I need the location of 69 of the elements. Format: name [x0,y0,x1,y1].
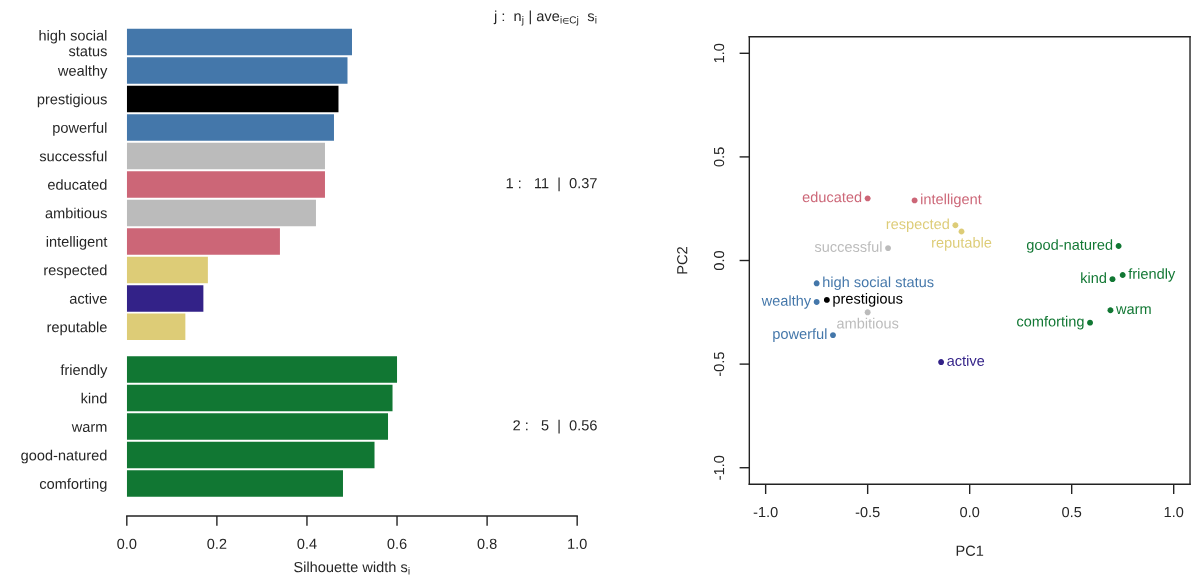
series-label: warm [1115,306,1151,315]
x-tick-label: 0.2 [207,538,227,549]
y-tick-label: educated [47,179,107,190]
x-tick-label: -1.0 [753,506,778,518]
y-tick-label: powerful [53,122,107,136]
y-tick-label: warm [71,424,107,432]
series-label: comforting [1017,315,1084,330]
point [885,245,892,252]
y-tick-label: -0.5 [713,352,725,377]
x-tick-label: 0.8 [477,538,497,549]
series-label: good-natured [1026,239,1113,253]
series-label: powerful [773,328,827,342]
y-tick-label: prestigious [37,93,107,108]
y-tick-label: good-natured [21,449,107,464]
y-tick-label: active [69,293,107,304]
point [864,309,871,316]
point [911,197,918,204]
point [830,332,836,339]
annotation: 1 : 11 | 0.37 [506,177,597,192]
y-tick-label: reputable [47,321,107,336]
y-tick-label: wealthy [57,65,108,79]
y-tick-label: kind [81,392,107,404]
point [1115,243,1122,249]
series-label: intelligent [921,193,982,208]
series-label: wealthy [761,295,812,309]
series-label: high social status [823,276,934,291]
y-tick-label: friendly [60,364,108,378]
x-tick-label: 0.6 [387,538,407,549]
x-tick-label: 1.0 [568,538,587,549]
y-tick-label: ambitious [45,207,107,219]
point [1109,276,1116,283]
x-tick-label: 0.0 [117,538,137,549]
series-label: kind [1081,272,1106,284]
y-tick-label: successful [39,150,107,162]
annotation: j : n$_{j}$ | ave$_{i∈Cj}$ s$_{i}$ [493,10,597,26]
x-tick-label: 0.5 [1062,506,1082,518]
y-tick-label: 0.0 [713,250,725,271]
series-label: respected [886,218,949,233]
x-tick-label: 0.4 [297,538,317,549]
series-label: ambitious [837,317,899,329]
point [813,299,820,305]
x-tick-label: 0.0 [960,506,980,518]
y-tick-label: respected [44,264,107,279]
point [813,280,820,287]
y-tick-label: 0.5 [713,147,725,167]
series-label: successful [814,241,882,252]
x-tick-label: -0.5 [855,506,880,518]
point [1107,307,1114,314]
point [1087,319,1093,326]
series-label: educated [802,191,862,203]
y-tick-label: 1.0 [713,43,725,63]
series-label: friendly [1128,268,1176,282]
x-axis-title: Silhouette width s$_{i}$ [294,561,410,575]
series-label: prestigious [833,293,903,307]
y-tick-label: comforting [39,478,107,492]
y-axis-title: PC2 [677,247,688,274]
annotation: 2 : 5 | 0.56 [513,419,597,434]
x-tick-label: 1.0 [1164,506,1184,518]
point [952,222,959,229]
point [958,228,965,235]
point [823,296,830,303]
y-tick-label: intelligent [46,236,108,250]
series-label: active [947,355,985,366]
y-tick-label: -1.0 [713,455,725,480]
series-label: reputable [932,237,992,251]
point [938,359,945,365]
x-axis-title: PC1 [956,545,984,556]
point [1119,272,1126,278]
point [864,195,871,202]
